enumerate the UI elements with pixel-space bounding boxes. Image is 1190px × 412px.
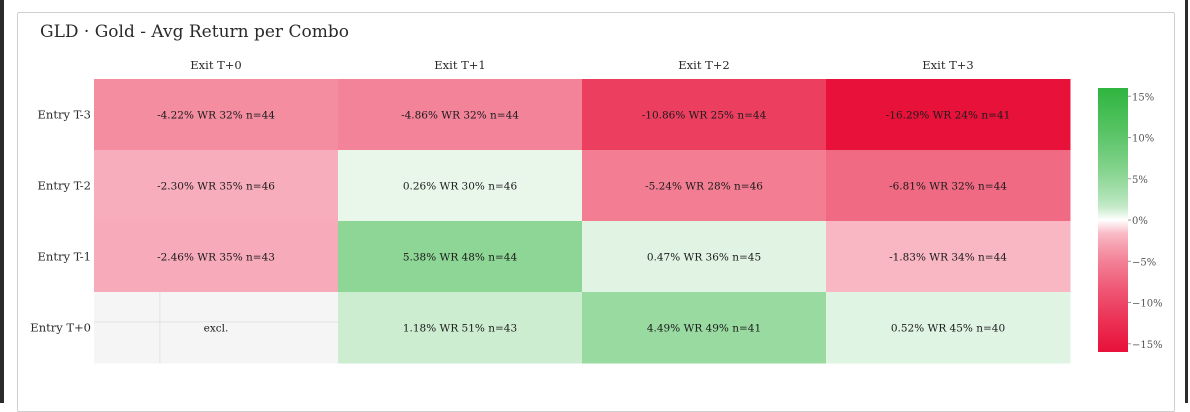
cell-label: 4.49% WR 49% n=41 <box>647 323 761 335</box>
x-axis-label: Exit T+2 <box>678 58 729 72</box>
colorbar-tick-label: −10% <box>1132 299 1163 310</box>
heatmap-cell <box>338 292 583 364</box>
x-axis-label: Exit T+0 <box>190 58 241 72</box>
cell-label: 0.47% WR 36% n=45 <box>647 252 761 264</box>
colorbar-tick-label: 10% <box>1132 134 1154 145</box>
heatmap-cell <box>826 292 1071 364</box>
cell-label: -2.46% WR 35% n=43 <box>157 252 275 264</box>
heatmap-cell <box>582 292 827 364</box>
heatmap-cell <box>94 150 339 222</box>
heatmap-cell <box>338 79 583 151</box>
heatmap-cell <box>94 79 339 151</box>
cell-label: -2.30% WR 35% n=46 <box>157 181 275 193</box>
cell-label: -1.83% WR 34% n=44 <box>889 252 1007 264</box>
y-axis-label: Entry T-3 <box>38 108 91 122</box>
cell-label: -16.29% WR 24% n=41 <box>886 110 1011 122</box>
heatmap-cell <box>338 221 583 293</box>
heatmap-cell <box>94 221 339 293</box>
cell-label: excl. <box>204 323 229 335</box>
colorbar-tick-label: −5% <box>1132 257 1156 268</box>
x-axis-label: Exit T+1 <box>434 58 485 72</box>
cell-label: -5.24% WR 28% n=46 <box>645 181 763 193</box>
cell-label: -4.86% WR 32% n=44 <box>401 110 519 122</box>
cell-label: -4.22% WR 32% n=44 <box>157 110 275 122</box>
cell-label: 5.38% WR 48% n=44 <box>403 252 518 264</box>
left-border <box>0 0 4 403</box>
y-axis-label: Entry T+0 <box>30 321 91 335</box>
right-border <box>1185 0 1188 403</box>
y-axis-label: Entry T-2 <box>38 179 91 193</box>
cell-label: 1.18% WR 51% n=43 <box>403 323 517 335</box>
colorbar-tick-label: 15% <box>1132 92 1154 103</box>
heatmap-cell <box>94 292 339 364</box>
colorbar-tick-label: 5% <box>1132 175 1148 186</box>
heatmap-cell <box>826 221 1071 293</box>
cell-label: -10.86% WR 25% n=44 <box>642 110 767 122</box>
heatmap-cell <box>582 79 827 151</box>
heatmap-cell <box>338 150 583 222</box>
colorbar <box>1098 88 1128 352</box>
colorbar-tick-label: 0% <box>1132 216 1148 227</box>
y-axis-label: Entry T-1 <box>38 250 91 264</box>
heatmap-cell <box>582 221 827 293</box>
heatmap-chart: -4.22% WR 32% n=44 -4.86% WR 32% n=44 -10.… <box>30 58 1163 364</box>
cell-label: 0.26% WR 30% n=46 <box>403 181 518 193</box>
colorbar-tick-label: −15% <box>1132 340 1163 351</box>
x-axis-label: Exit T+3 <box>922 58 973 72</box>
heatmap-cell <box>582 150 827 222</box>
heatmap-cell <box>826 150 1071 222</box>
cell-label: 0.52% WR 45% n=40 <box>891 323 1005 335</box>
chart-title: GLD · Gold - Avg Return per Combo <box>40 22 349 42</box>
cell-label: -6.81% WR 32% n=44 <box>889 181 1007 193</box>
heatmap-cell <box>826 79 1071 151</box>
